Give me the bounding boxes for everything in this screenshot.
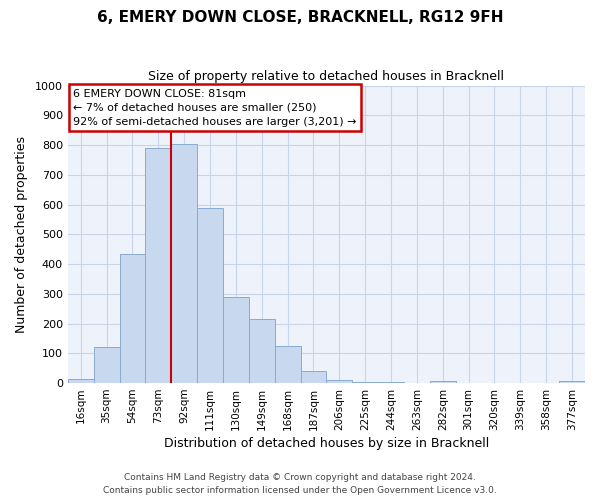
Bar <box>249 319 275 383</box>
Bar <box>275 346 301 383</box>
Bar <box>171 144 197 383</box>
Bar <box>301 371 326 383</box>
Text: 6 EMERY DOWN CLOSE: 81sqm
← 7% of detached houses are smaller (250)
92% of semi-: 6 EMERY DOWN CLOSE: 81sqm ← 7% of detach… <box>73 88 356 126</box>
Bar <box>326 380 352 383</box>
Y-axis label: Number of detached properties: Number of detached properties <box>15 136 28 333</box>
Bar <box>197 208 223 383</box>
Text: Contains HM Land Registry data © Crown copyright and database right 2024.
Contai: Contains HM Land Registry data © Crown c… <box>103 474 497 495</box>
Bar <box>119 254 145 383</box>
Bar <box>223 297 249 383</box>
Bar <box>559 380 585 383</box>
Bar <box>352 382 378 383</box>
Title: Size of property relative to detached houses in Bracknell: Size of property relative to detached ho… <box>148 70 505 83</box>
Bar <box>145 148 171 383</box>
X-axis label: Distribution of detached houses by size in Bracknell: Distribution of detached houses by size … <box>164 437 489 450</box>
Bar <box>378 382 404 383</box>
Bar <box>430 380 456 383</box>
Bar <box>94 348 119 383</box>
Bar <box>68 378 94 383</box>
Text: 6, EMERY DOWN CLOSE, BRACKNELL, RG12 9FH: 6, EMERY DOWN CLOSE, BRACKNELL, RG12 9FH <box>97 10 503 25</box>
